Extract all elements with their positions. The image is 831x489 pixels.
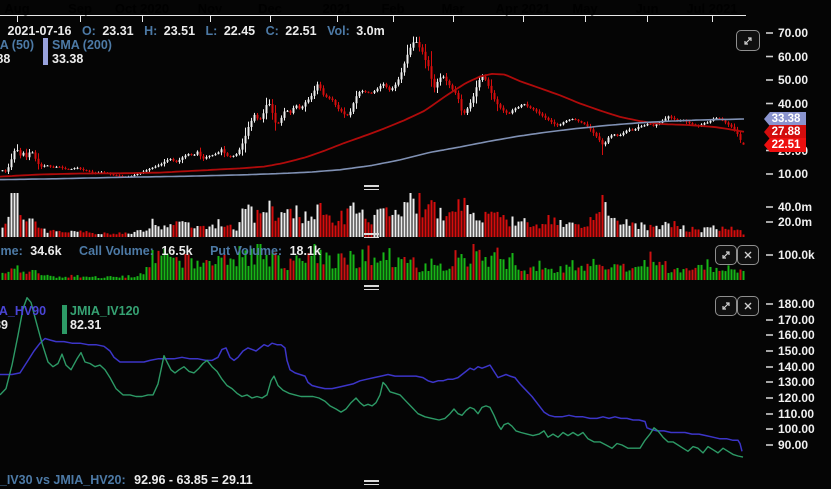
month-label: Oct 2020 [114,1,170,16]
expand-icon [742,35,754,47]
options-volume-readout: Total Volume: 34.6k Call Volume: 16.5k P… [0,244,321,258]
total-volume-value: 34.6k [30,244,62,258]
hv90-legend-value: 89 [0,318,8,332]
options-panel-expand-button[interactable] [715,245,737,265]
price-panel-expand-button[interactable] [736,30,760,51]
options-iv-divider-handle[interactable] [364,285,379,290]
iv120-legend-value: 82.31 [70,318,102,332]
price-badge: 27.88 [764,125,806,139]
month-label: 2021 [322,1,352,16]
high-value: 23.51 [163,24,196,38]
put-volume-value: 18.1k [289,244,321,258]
price-tick-label: 10.00 [778,167,809,181]
price-tick-label: 50.00 [778,73,809,87]
high-label: H: [144,24,158,38]
volume-tick-label: 40.0m [778,200,813,214]
iv-tick-label: 180.00 [778,297,815,311]
iv-panel-expand-button[interactable] [715,296,737,316]
sma-legend-drag-handle[interactable] [43,38,48,65]
formula-values: 92.96 - 63.85 = 29.11 [134,473,253,487]
month-label: Aug [4,1,30,16]
volume-value: 3.0m [356,24,385,38]
expand-icon [720,249,732,261]
iv-panel-close-button[interactable] [737,296,759,316]
close-label: C: [265,24,279,38]
iv-tick-label: 90.00 [778,438,809,452]
price-volume-divider-handle[interactable] [364,185,379,190]
options-panel-close-button[interactable] [737,245,759,265]
sma50-legend-value: 27.88 [0,52,11,66]
volume-tick-label: 20.0m [778,215,813,229]
options-tick-label: 100.0k [778,248,815,262]
expand-icon [720,300,732,312]
ohlc-readout: JMIA: 2021-07-16 O: 23.31 H: 23.51 L: 22… [0,24,385,38]
iv-tick-label: 100.00 [778,422,815,436]
month-label: Apr 2021 [495,1,551,16]
hv90-legend-label: JMIA_HV90 [0,304,47,318]
iv-tick-label: 160.00 [778,328,815,342]
open-value: 23.31 [102,24,134,38]
close-icon [742,249,754,261]
iv-tick-label: 110.00 [778,407,815,421]
price-badge: 33.38 [764,112,806,126]
iv-tick-label: 170.00 [778,313,815,327]
sma200-legend-label: SMA (200) [52,38,112,52]
put-volume-label: Put Volume: [210,244,283,258]
volume-label: Vol: [327,24,350,38]
month-label: Sep [68,1,92,16]
open-label: O: [81,24,96,38]
price-tick-label: 60.00 [778,49,809,64]
total-volume-label: Total Volume: [0,244,23,258]
sma50-legend-label: SMA (50) [0,38,35,52]
price-tick-label: 70.00 [778,26,809,40]
close-icon [742,300,754,312]
iv-legend-drag-handle[interactable] [62,305,67,334]
iv-tick-label: 150.00 [778,344,815,358]
iv-hv-formula-readout: JMIA_IV30 vs JMIA_HV20: 92.96 - 63.85 = … [0,473,253,487]
price-badge: 22.51 [764,138,806,152]
price-tick-label: 40.00 [778,96,809,111]
formula-label: JMIA_IV30 vs JMIA_HV20: [0,473,126,487]
iv-tick-label: 130.00 [778,375,815,389]
month-label: Mar [441,1,465,16]
month-label: Dec [258,1,282,16]
month-label: Feb [381,1,405,16]
call-volume-value: 16.5k [161,244,193,258]
month-label: May [572,1,598,16]
ohlc-date: 2021-07-16 [7,24,72,38]
month-label: Jul 2021 [686,1,738,16]
bottom-divider-handle[interactable] [364,480,379,485]
month-label: Nov [197,1,223,16]
iv-tick-label: 140.00 [778,360,815,374]
month-label: Jun [635,1,659,16]
iv120-legend-label: JMIA_IV120 [70,304,140,318]
sma200-legend-value: 33.38 [52,52,84,66]
call-volume-label: Call Volume: [79,244,154,258]
low-label: L: [205,24,218,38]
iv-tick-label: 120.00 [778,391,815,405]
volume-options-divider-handle[interactable] [364,233,379,238]
close-value: 22.51 [285,24,317,38]
low-value: 22.45 [223,24,256,38]
